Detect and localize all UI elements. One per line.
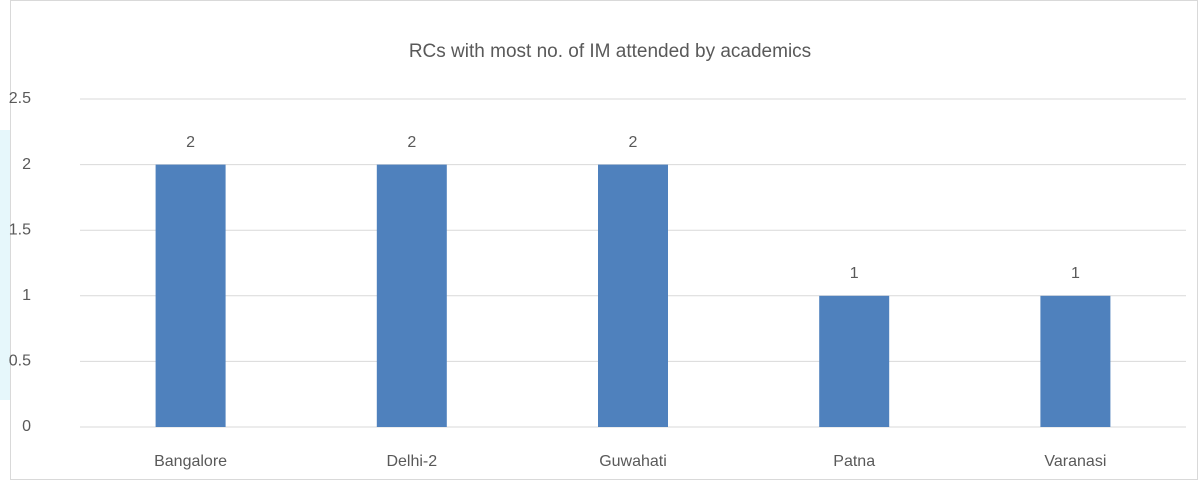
bar xyxy=(1040,295,1111,427)
y-tick-label: 1 xyxy=(22,287,31,304)
x-tick-label: Bangalore xyxy=(154,453,227,470)
data-label: 1 xyxy=(1071,265,1080,282)
bar xyxy=(598,164,668,427)
bar xyxy=(155,164,226,427)
x-tick-label: Guwahati xyxy=(599,453,667,470)
data-label: 2 xyxy=(407,134,416,151)
y-tick-label: 0.5 xyxy=(9,353,31,370)
chart-border xyxy=(10,0,1198,480)
edge-strip xyxy=(0,130,10,400)
data-label: 2 xyxy=(629,134,638,151)
bar xyxy=(376,164,447,427)
data-label: 2 xyxy=(186,134,195,151)
x-tick-label: Delhi-2 xyxy=(386,453,437,470)
y-tick-label: 0 xyxy=(22,418,31,435)
y-tick-label: 2.5 xyxy=(9,90,31,107)
y-tick-label: 1.5 xyxy=(9,221,31,238)
chart-title: RCs with most no. of IM attended by acad… xyxy=(409,41,811,62)
bar xyxy=(819,295,890,427)
y-tick-label: 2 xyxy=(22,156,31,173)
x-tick-label: Varanasi xyxy=(1044,453,1106,470)
data-label: 1 xyxy=(850,265,859,282)
x-tick-label: Patna xyxy=(833,453,875,470)
